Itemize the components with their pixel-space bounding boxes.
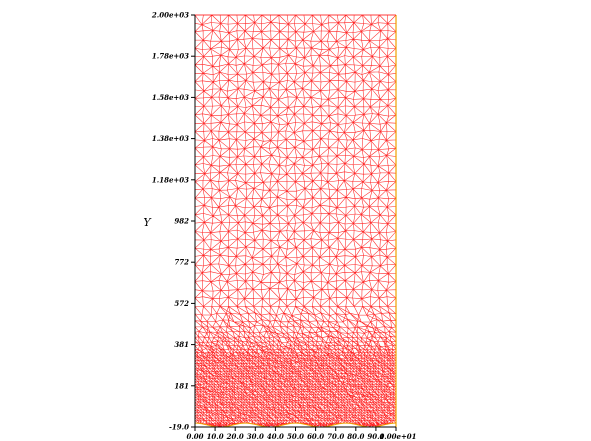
x-tick-label: 0.00 <box>186 432 203 441</box>
x-tick-label: 80.0 <box>347 432 364 441</box>
y-tick-label: 181 <box>174 381 189 390</box>
x-tick-label: 1.00e+01 <box>379 432 416 441</box>
x-tick-label: 20.0 <box>226 432 244 441</box>
x-tick-label: 50.0 <box>287 432 304 441</box>
x-tick-label: 40.0 <box>267 432 284 441</box>
y-tick-label: 572 <box>174 299 189 308</box>
mesh-layer <box>194 14 397 428</box>
y-axis-label: Y <box>143 216 152 229</box>
y-tick-label: 2.00e+03 <box>151 11 189 20</box>
mesh-edges <box>194 14 397 428</box>
bottom-boundary <box>194 422 397 428</box>
x-tick-label: 10.0 <box>207 432 224 441</box>
x-tick-label: 70.0 <box>327 432 344 441</box>
y-tick-label: 1.58e+03 <box>152 93 189 102</box>
y-tick-label: 1.78e+03 <box>152 52 189 61</box>
x-tick-label: 60.0 <box>307 432 324 441</box>
x-tick-label: 30.0 <box>247 432 264 441</box>
y-tick-label: 772 <box>174 258 189 267</box>
y-tick-label: 381 <box>174 340 189 349</box>
x-tick-group: 0.00 10.0 20.0 30.0 40.0 50.0 60.0 70.0 80.0 90.0… <box>186 427 417 441</box>
y-tick-label: 982 <box>174 217 189 226</box>
y-tick-label: 1.38e+03 <box>152 134 189 143</box>
y-tick-group: -19.0 181 381 572 772 982 1.18e+03 1.38e+03 1.58… <box>151 11 195 432</box>
x-tick-label: 90.0 <box>367 432 384 441</box>
y-tick-label: -19.0 <box>169 423 189 432</box>
y-tick-label: 1.18e+03 <box>152 175 189 184</box>
